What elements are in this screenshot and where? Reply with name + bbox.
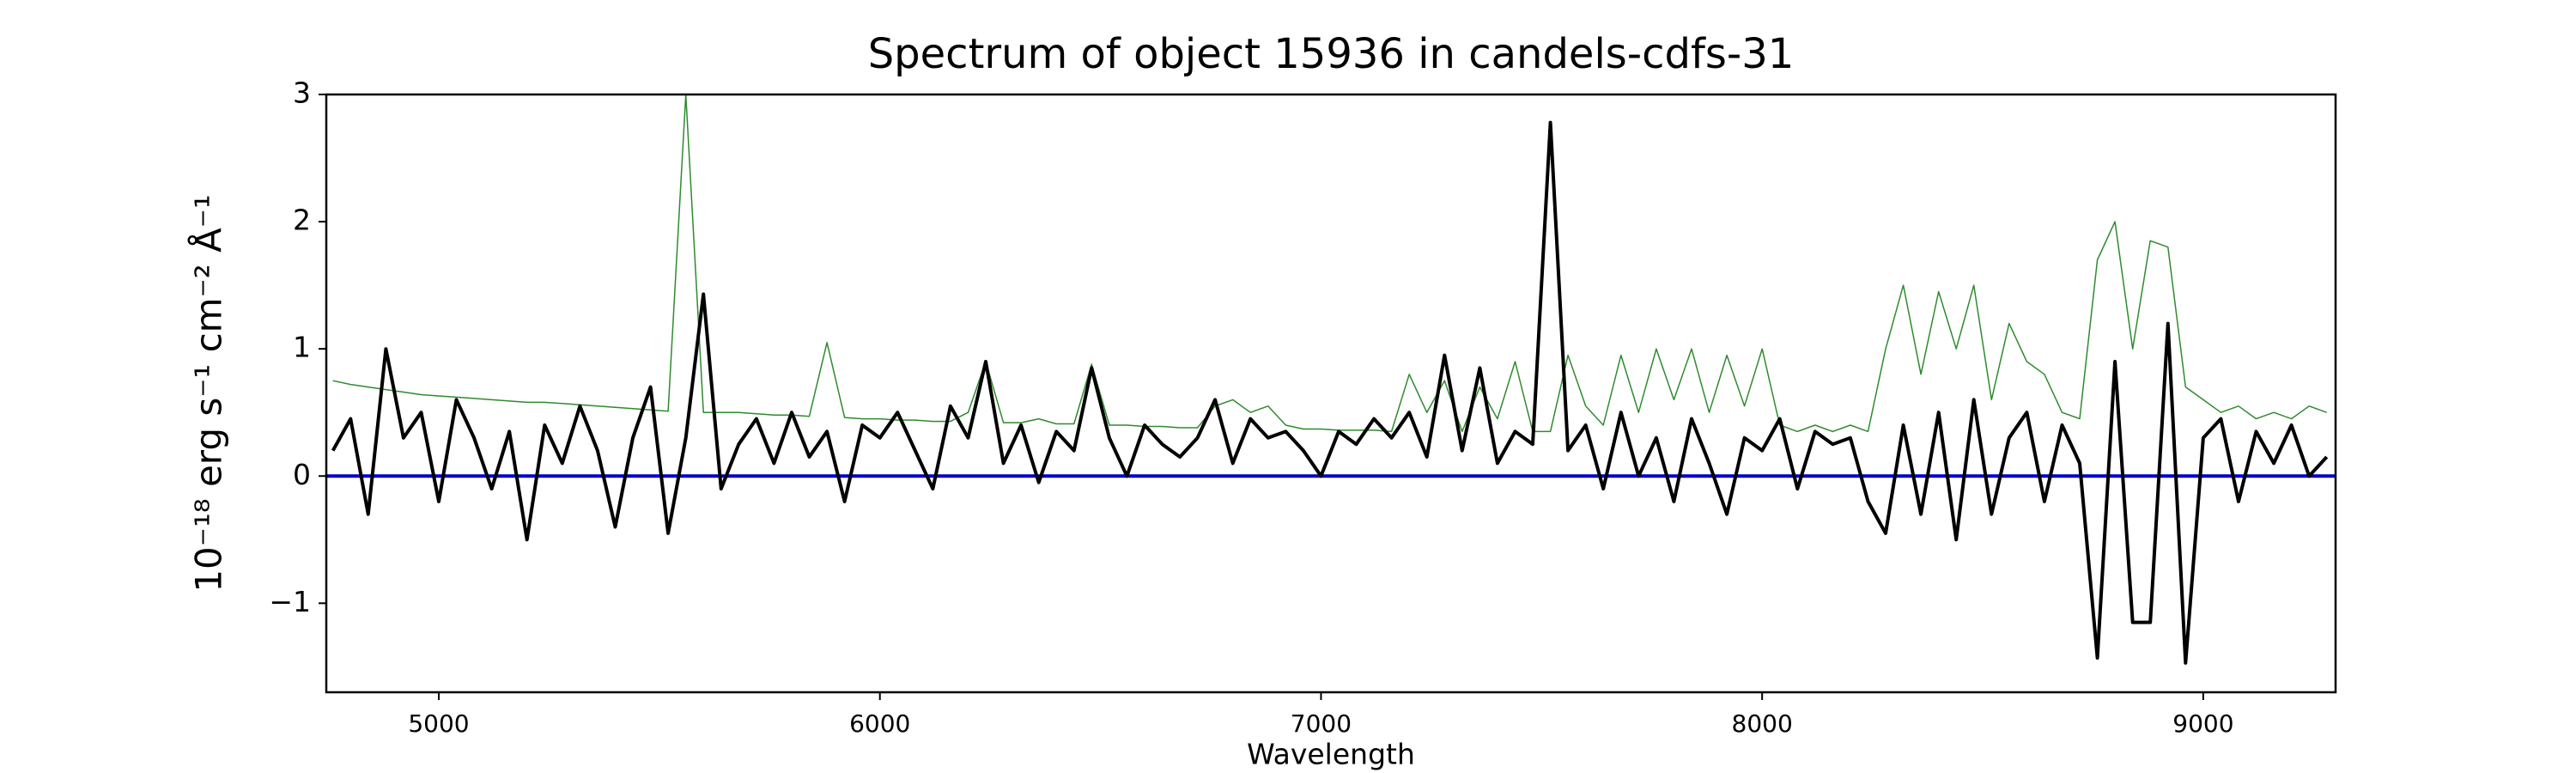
y-tick-label: 3	[293, 76, 311, 110]
y-tick-label: 2	[293, 204, 311, 237]
y-tick-label: −1	[269, 585, 311, 618]
spectrum-line	[332, 94, 2327, 433]
y-axis-label: 10⁻¹⁸ erg s⁻¹ cm⁻² Å⁻¹	[187, 194, 230, 592]
x-tick-label: 5000	[408, 709, 469, 738]
chart-title: Spectrum of object 15936 in candels-cdfs…	[868, 30, 1795, 78]
x-tick-label: 6000	[849, 709, 910, 738]
x-tick-label: 7000	[1291, 709, 1352, 738]
spectrum-line	[331, 120, 2329, 665]
y-tick-label: 1	[293, 331, 311, 364]
x-tick-label: 9000	[2172, 709, 2233, 738]
x-axis-label: Wavelength	[1247, 738, 1415, 771]
y-tick-label: 0	[293, 458, 311, 491]
plot-frame	[325, 93, 2337, 694]
plot-area	[326, 94, 2336, 665]
x-tick-label: 8000	[1732, 709, 1793, 738]
